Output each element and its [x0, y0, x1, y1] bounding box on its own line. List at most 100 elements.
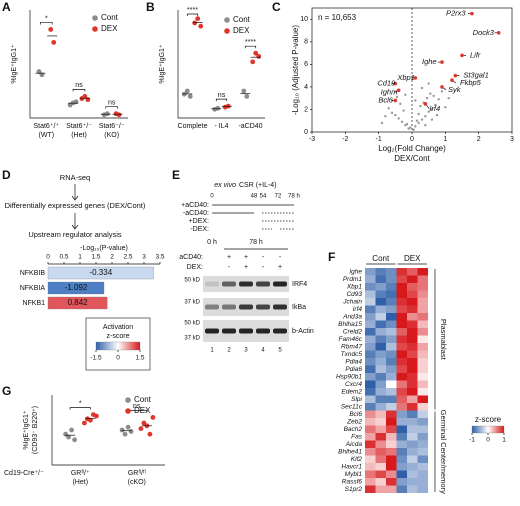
heatmap-cell	[396, 350, 407, 358]
heatmap-cell	[396, 425, 407, 433]
heatmap-cell	[396, 433, 407, 441]
gene-point	[420, 86, 424, 90]
heatmap-cell	[396, 478, 407, 486]
gene-label: Rassf6	[342, 478, 363, 485]
heatmap-cell	[396, 485, 407, 493]
x-axis-label: Log₂(Fold Change)	[378, 144, 446, 153]
heatmap-cell	[407, 380, 418, 388]
marker-label: 37 kD	[184, 300, 200, 306]
heatmap-cell	[386, 403, 397, 411]
heatmap-cell	[396, 290, 407, 298]
gene-label: Bhlhe41	[338, 448, 362, 455]
panel-letter: B	[146, 0, 155, 14]
bar	[47, 266, 154, 280]
time-point: 0 h	[207, 239, 217, 246]
heatmap-cell	[417, 418, 428, 426]
heatmap-cell	[386, 298, 397, 306]
gene-label: Klf2	[351, 456, 363, 463]
significance-bracket	[72, 89, 86, 92]
gene-point	[417, 112, 420, 116]
heatmap-cell	[417, 410, 428, 418]
heatmap-cell	[386, 313, 397, 321]
data-point	[195, 16, 201, 22]
heatmap-cell	[386, 395, 397, 403]
heatmap-cell	[417, 448, 428, 456]
heatmap-cell	[417, 388, 428, 396]
heatmap-cell	[375, 350, 386, 358]
highlight-point	[423, 102, 428, 106]
heatmap-cell	[386, 343, 397, 351]
heatmap-cell	[407, 320, 418, 328]
legend-label: DEX	[134, 406, 151, 415]
heatmap-cell	[417, 455, 428, 463]
legend-marker	[125, 408, 131, 414]
flow-arrows	[71, 184, 79, 230]
gene-point	[424, 115, 427, 118]
gene-label: Jchain	[342, 298, 362, 305]
heatmap-cell	[365, 373, 376, 381]
data-point	[125, 424, 131, 430]
gene-label: Syk	[448, 85, 462, 94]
highlight-point	[396, 88, 401, 93]
heatmap-cell	[365, 343, 376, 351]
heatmap-cell	[386, 425, 397, 433]
row-label: DEX:	[187, 264, 203, 271]
highlight-point	[440, 85, 444, 89]
data-point	[94, 413, 99, 419]
x-axis-label: -Log₁₀(P-value)	[80, 245, 128, 252]
highlight-point	[413, 76, 418, 80]
heatmap-cell	[375, 485, 386, 493]
data-point	[119, 427, 125, 433]
heatmap-cell	[407, 365, 418, 373]
heatmap-cell	[407, 268, 418, 276]
heatmap-cell	[375, 463, 386, 471]
heatmap-cell	[386, 268, 397, 276]
x-tick-label: (cKO)	[128, 479, 146, 486]
y-tick-label: 6	[304, 61, 308, 68]
x-tick-label: GRᶠˡ/ᶠˡ	[128, 470, 146, 477]
heatmap-cell	[396, 403, 407, 411]
lane-number: 2	[227, 348, 231, 354]
data-point	[88, 417, 93, 423]
data-point	[122, 431, 128, 437]
protein-label: IkBa	[292, 304, 306, 311]
gene-point	[424, 124, 427, 127]
heatmap-cell	[396, 410, 407, 418]
heatmap-cell	[365, 335, 376, 343]
blot-title: ex vivo	[214, 182, 236, 189]
highlight-point	[460, 53, 464, 58]
legend-title: z-score	[475, 415, 502, 424]
heatmap-cell	[386, 485, 397, 493]
gene-label: Hsp90b1	[336, 373, 362, 380]
y-axis-label: (CD93⁻ B220⁺)	[32, 406, 39, 454]
heatmap-cell	[407, 485, 418, 493]
heatmap-cell	[386, 365, 397, 373]
gene-point	[440, 90, 444, 93]
band	[256, 304, 270, 310]
heatmap-cell	[417, 298, 428, 306]
condition-label: +DEX:	[189, 218, 209, 225]
heatmap-cell	[365, 410, 376, 418]
gene-label: Pdia4	[345, 358, 362, 365]
y-axis-label: -Log₁₀ (Adjusted P-value)	[291, 25, 300, 115]
gene-label: Creld2	[343, 328, 363, 335]
heatmap-cell	[407, 358, 418, 366]
heatmap-cell	[365, 268, 376, 276]
zscore-label: -0.334	[89, 268, 112, 277]
lane-sign: +	[244, 254, 248, 261]
gene-point	[430, 108, 434, 111]
heatmap-cell	[386, 455, 397, 463]
gene-point	[430, 118, 434, 121]
gene-point	[415, 119, 419, 122]
heatmap-cell	[396, 463, 407, 471]
gene-point	[417, 121, 420, 125]
significance-bracket	[244, 45, 257, 49]
heatmap-cell	[407, 313, 418, 321]
legend-label: Cont	[134, 395, 152, 404]
heatmap-cell	[365, 478, 376, 486]
gene-point	[405, 122, 409, 126]
heatmap-cell	[375, 410, 386, 418]
significance-bracket	[215, 98, 228, 102]
y-tick-label: 2	[304, 106, 308, 113]
zscore-label: -1.092	[65, 283, 88, 292]
